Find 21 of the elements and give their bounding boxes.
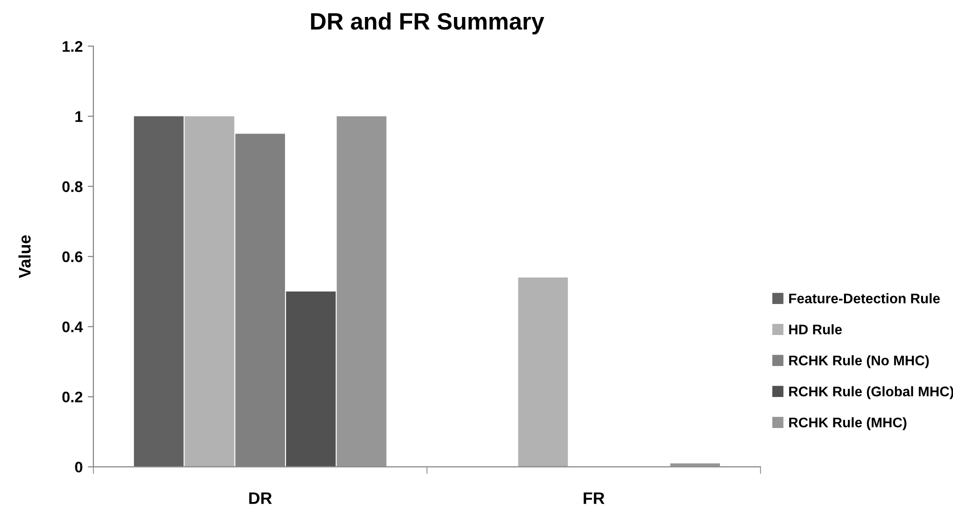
legend-label: RCHK Rule (No MHC) xyxy=(789,355,929,368)
chart-title: DR and FR Summary xyxy=(311,12,544,34)
legend-label: HD Rule xyxy=(789,324,842,334)
y-tick-label: 0.2 xyxy=(62,392,82,402)
y-tick-label: 0.4 xyxy=(62,321,83,332)
legend-label: RCHK Rule (MHC) xyxy=(789,417,906,430)
y-axis-title: Value xyxy=(18,235,31,278)
x-tick-label: FR xyxy=(584,492,604,504)
bar xyxy=(134,116,184,467)
bar xyxy=(336,116,386,467)
bar xyxy=(184,116,234,467)
y-tick-label: 1.2 xyxy=(62,41,82,52)
y-tick-label: 0.6 xyxy=(62,251,82,262)
legend-label: Feature-Detection Rule xyxy=(789,293,940,304)
y-tick-label: 0.8 xyxy=(62,181,83,192)
legend-label: RCHK Rule (Global MHC) xyxy=(789,386,953,400)
y-tick-label: 1 xyxy=(75,111,83,122)
y-tick-label: 0 xyxy=(75,462,82,473)
x-tick-label: DR xyxy=(249,492,272,504)
bar xyxy=(518,278,568,467)
bar xyxy=(286,292,336,467)
